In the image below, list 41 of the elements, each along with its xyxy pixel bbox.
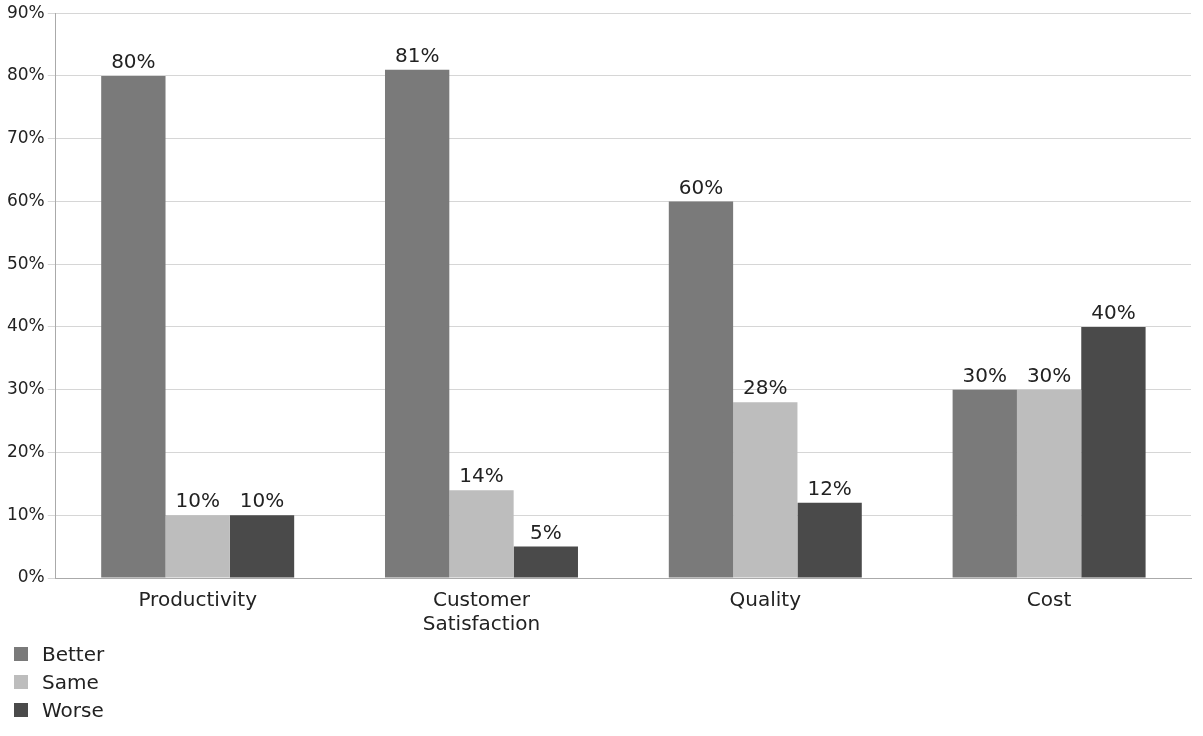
data-label: 10% (175, 488, 220, 513)
y-tick-label: 30% (6, 378, 45, 399)
y-tick-label: 90% (6, 1, 45, 22)
data-label: 60% (678, 174, 724, 199)
bar (513, 546, 578, 578)
y-tick-label: 60% (6, 189, 45, 210)
legend-label: Better (42, 642, 105, 666)
y-tick-label: 40% (6, 315, 45, 336)
bar (1081, 326, 1146, 578)
bar (1016, 389, 1082, 578)
y-tick-label: 20% (6, 440, 45, 461)
data-label: 10% (239, 488, 285, 513)
y-tick-label: 80% (6, 64, 45, 85)
x-tick-label: Customer Satisfaction (422, 587, 541, 636)
data-label: 81% (394, 42, 440, 67)
bar (952, 389, 1017, 578)
bar (229, 515, 295, 578)
data-label: 28% (743, 375, 788, 400)
bar (797, 502, 862, 578)
data-label: 30% (1026, 362, 1072, 387)
legend-label: Same (42, 670, 99, 694)
bar (101, 75, 166, 578)
x-tick-label: Productivity (138, 587, 258, 612)
y-tick-label: 50% (6, 252, 45, 273)
data-label: 30% (962, 362, 1007, 387)
y-tick-label: 0% (17, 566, 45, 587)
bar (449, 490, 514, 578)
y-tick-label: 10% (6, 503, 45, 524)
y-tick-label: 70% (6, 127, 45, 148)
legend-label: Worse (42, 698, 104, 722)
data-label: 40% (1091, 300, 1136, 325)
bar (385, 69, 450, 578)
data-label: 14% (459, 463, 504, 488)
bar (668, 201, 734, 578)
bar (733, 402, 798, 578)
x-tick-label: Cost (1026, 587, 1072, 612)
data-label: 12% (807, 475, 852, 500)
bar (165, 515, 230, 578)
x-tick-label: Quality (729, 587, 802, 612)
data-label: 5% (529, 519, 562, 544)
data-label: 80% (111, 49, 156, 74)
